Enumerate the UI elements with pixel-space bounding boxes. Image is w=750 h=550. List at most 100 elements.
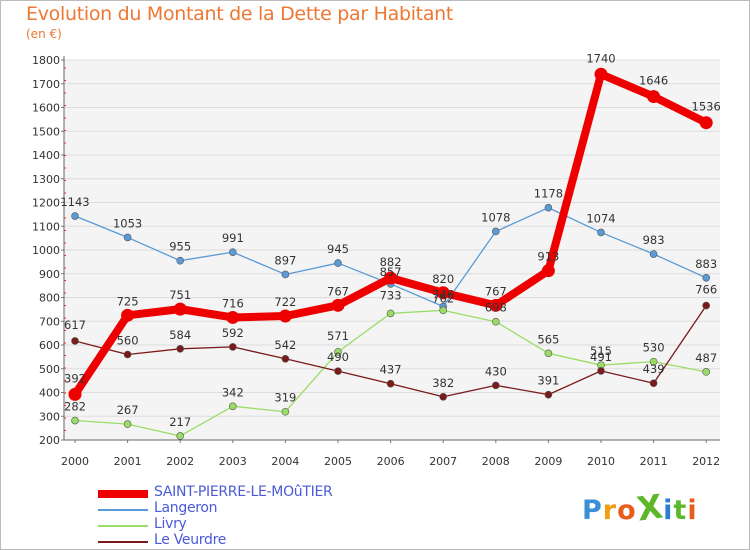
data-point [71,212,79,220]
legend-swatch [98,525,148,527]
data-label: 571 [327,329,349,343]
data-point [71,337,79,345]
data-label: 1536 [692,100,721,114]
legend-item: Langeron [98,500,398,518]
data-label: 762 [432,292,454,306]
y-tick-label: 900 [39,268,60,281]
data-label: 617 [64,318,86,332]
data-label: 820 [432,272,454,286]
legend-swatch [98,490,148,498]
data-point [702,273,711,282]
data-label: 882 [380,255,402,269]
x-tick-label: 2010 [587,455,615,468]
data-label: 767 [327,284,349,298]
legend-item: Le Veurdre [98,532,398,550]
data-label: 487 [695,351,717,365]
data-point [384,271,398,285]
data-point [544,390,553,399]
data-label: 515 [590,344,612,358]
data-point [226,310,240,324]
data-point [544,349,553,358]
legend-label: Livry [154,516,187,532]
data-point [281,407,290,416]
data-label: 913 [537,250,559,264]
data-label: 430 [485,364,507,378]
data-label: 530 [643,341,665,355]
data-label: 565 [537,332,559,346]
brand-letter: t [673,495,688,526]
data-label: 767 [485,284,507,298]
data-label: 217 [169,415,191,429]
data-point [229,402,237,411]
data-point [123,420,132,428]
data-label: 1646 [639,74,668,88]
data-label: 542 [274,338,296,352]
data-point [436,286,450,300]
data-point [71,416,79,425]
data-label: 766 [695,283,717,297]
brand-letter: o [617,495,637,526]
data-label: 955 [169,240,191,254]
x-tick-label: 2001 [114,455,142,468]
data-point [386,309,395,318]
x-tick-label: 2006 [377,455,405,468]
legend-swatch [98,541,148,543]
brand-letter: X [634,486,666,529]
data-point [123,350,132,359]
data-label: 1143 [60,195,89,209]
data-label: 716 [222,296,244,310]
line-chart: 200 300 400 500 600 700 800 900 1000 1100 1200 1300… [32,51,721,468]
data-label: 342 [222,385,244,399]
data-point [702,301,711,310]
data-point [229,343,237,351]
data-label: 584 [169,328,191,342]
data-point [597,367,605,375]
data-point [281,270,290,279]
data-point [334,348,342,356]
data-label: 319 [274,391,296,405]
data-label: 282 [64,400,86,414]
x-tick-label: 2005 [324,455,352,468]
data-point [597,228,605,237]
legend-label: SAINT-PIERRE-LE-MOûTIER [154,484,333,500]
data-label: 491 [590,350,612,364]
data-label: 725 [117,294,139,308]
brand-letter: r [602,495,618,526]
data-label: 1053 [113,216,142,230]
y-tick-label: 1400 [32,149,60,162]
data-point [229,248,237,256]
x-tick-label: 2003 [219,455,247,468]
data-label: 746 [432,287,454,301]
data-label: 983 [643,233,665,247]
y-tick-label: 1000 [32,244,60,257]
data-label: 1078 [481,210,510,224]
data-point [702,368,711,376]
data-label: 1740 [586,51,615,65]
y-tick-label: 500 [39,363,60,376]
data-label: 733 [380,288,402,302]
data-label: 490 [327,350,349,364]
data-point [334,259,342,267]
data-point [281,354,290,363]
y-tick-label: 200 [39,434,60,447]
legend-label: Langeron [154,500,218,516]
data-point [491,227,500,236]
brand-letter: i [687,495,698,526]
data-label: 751 [169,288,191,302]
data-label: 391 [537,374,559,388]
data-label: 267 [117,403,139,417]
data-label: 991 [222,231,244,245]
data-point [541,264,555,278]
y-tick-label: 400 [39,387,60,400]
y-tick-label: 700 [39,315,60,328]
data-label: 897 [274,253,296,267]
data-label: 439 [643,362,665,376]
data-point [123,233,132,242]
data-point [176,256,184,265]
data-label: 382 [432,376,454,390]
y-tick-label: 1800 [32,54,60,67]
x-tick-label: 2004 [271,455,299,468]
brand-logo: ProXiti [582,486,698,529]
data-point [68,387,82,401]
y-tick-label: 1100 [32,220,60,233]
